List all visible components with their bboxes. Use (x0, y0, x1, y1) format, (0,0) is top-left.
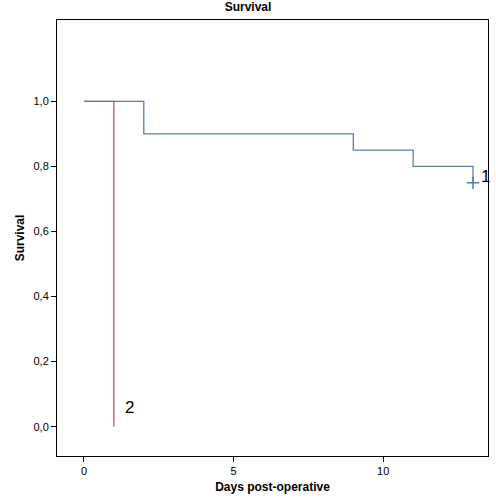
svg-text:Survival: Survival (13, 215, 27, 262)
svg-text:0,2: 0,2 (34, 355, 49, 367)
svg-text:0,4: 0,4 (34, 290, 49, 302)
svg-text:2: 2 (125, 398, 134, 417)
svg-text:1: 1 (481, 167, 490, 186)
svg-text:Survival: Survival (225, 0, 272, 14)
svg-text:10: 10 (377, 465, 389, 477)
svg-text:0,8: 0,8 (34, 160, 49, 172)
svg-text:0: 0 (81, 465, 87, 477)
svg-text:1,0: 1,0 (34, 95, 49, 107)
svg-text:0,0: 0,0 (34, 421, 49, 433)
svg-text:0,6: 0,6 (34, 225, 49, 237)
svg-text:Days post-operative: Days post-operative (215, 480, 330, 494)
svg-text:5: 5 (231, 465, 237, 477)
